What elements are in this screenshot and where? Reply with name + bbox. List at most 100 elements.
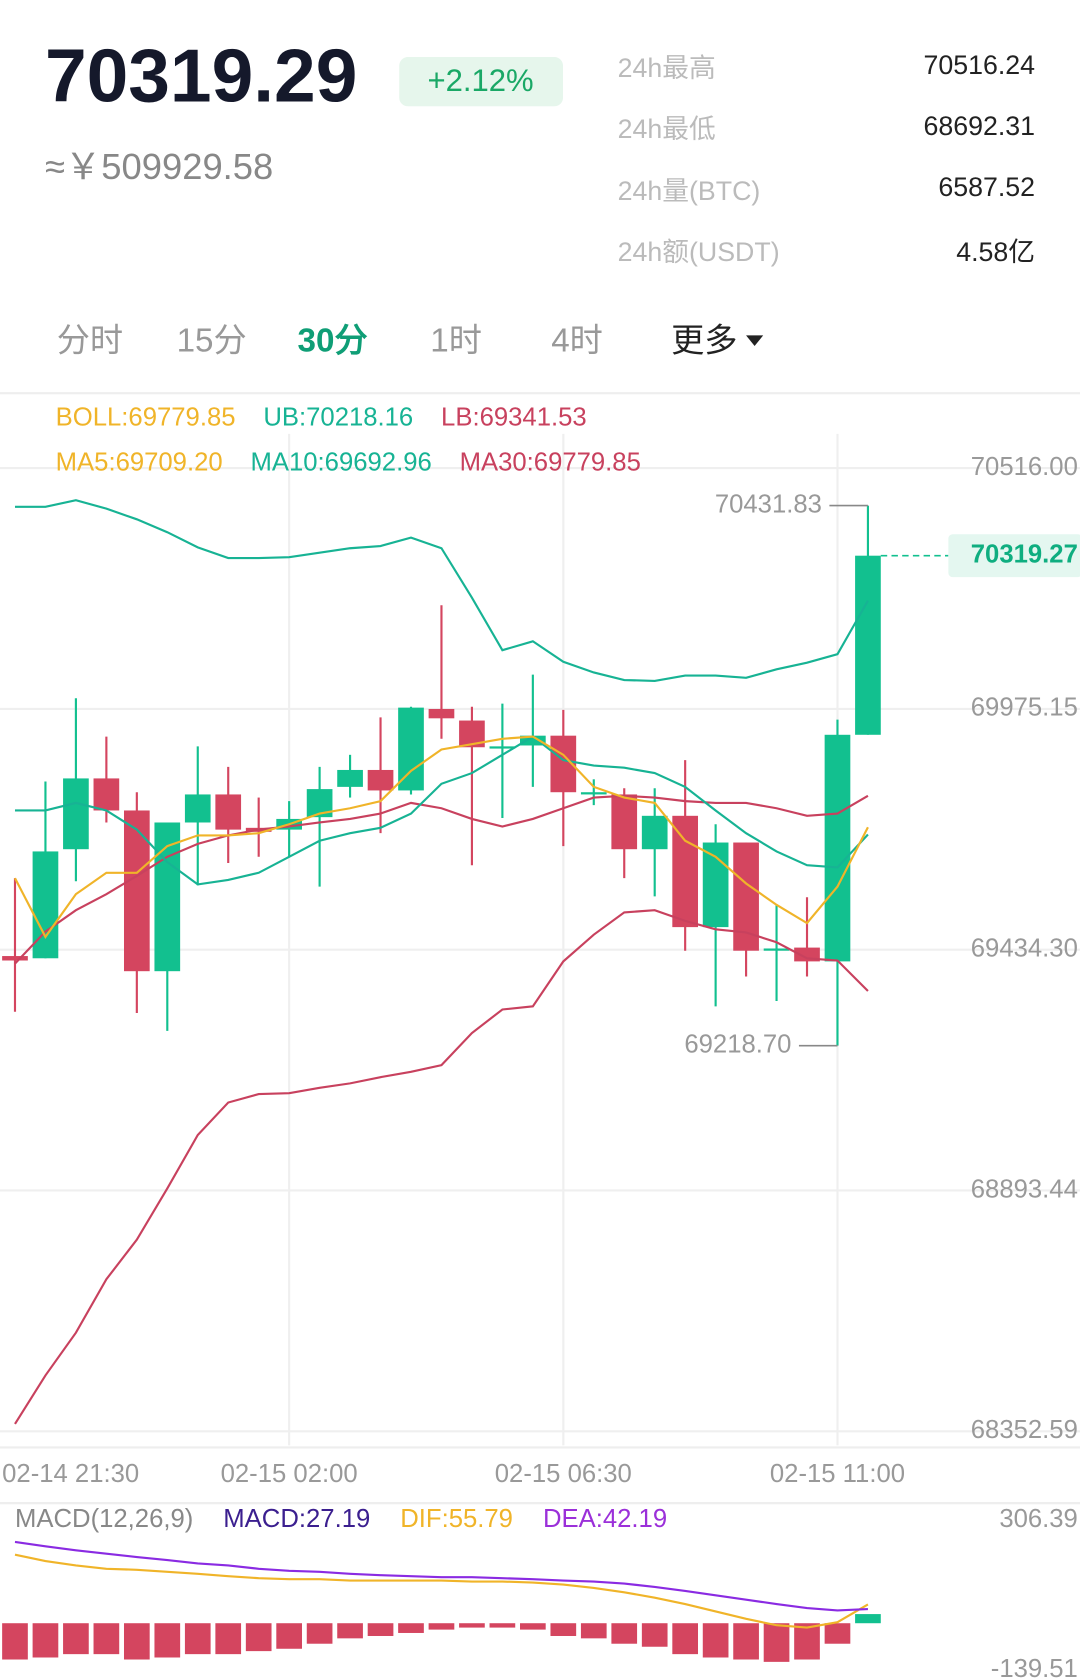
macd-bar <box>184 1623 211 1655</box>
macd-bar <box>611 1623 638 1644</box>
indicator-line <box>14 499 869 682</box>
x-tick-label: 02-14 21:30 <box>2 1460 139 1488</box>
candle-body <box>123 810 150 972</box>
macd-line <box>14 1553 869 1629</box>
candle-body <box>93 778 120 811</box>
dropdown-arrow[interactable] <box>746 335 764 347</box>
y-tick-label: 68893.44 <box>971 1175 1078 1203</box>
legend-entry: MA30:69779.85 <box>460 449 641 477</box>
macd-bar <box>702 1623 729 1658</box>
last-price-label: 70319.27 <box>971 540 1078 568</box>
candle-body <box>580 792 607 795</box>
macd-bar <box>306 1623 333 1644</box>
legend-entry: LB:69341.53 <box>441 404 587 432</box>
macd-bar <box>154 1623 181 1658</box>
macd-bar <box>489 1623 516 1628</box>
last-price-box <box>948 534 1080 578</box>
macd-bar <box>63 1623 89 1655</box>
candle-body <box>641 815 668 850</box>
tab[interactable]: 4时 <box>551 323 603 360</box>
macd-bar <box>32 1623 59 1658</box>
y-tick-label: 70516.00 <box>971 453 1078 481</box>
macd-bar <box>123 1623 150 1660</box>
stat-label: 24h最高 <box>618 53 716 83</box>
indicator-line <box>14 794 869 965</box>
stat-value: 70516.24 <box>923 50 1035 80</box>
macd-bar <box>855 1614 881 1624</box>
macd-bar <box>276 1623 302 1649</box>
indicator-line <box>14 735 869 939</box>
legend-entry: MA10:69692.96 <box>250 449 431 477</box>
high-annotation: 70431.83 <box>715 490 822 518</box>
candle-body <box>184 794 211 823</box>
macd-legend: MACD(12,26,9) <box>15 1505 193 1533</box>
candle-body <box>489 746 516 749</box>
stat-label: 24h最低 <box>618 114 716 144</box>
macd-bar <box>641 1623 668 1647</box>
candle-body <box>672 815 699 928</box>
macd-bar <box>550 1623 577 1636</box>
stat-label: 24h额(USDT) <box>618 237 780 267</box>
stat-value: 68692.31 <box>923 111 1035 141</box>
macd-bar <box>245 1623 272 1652</box>
tab[interactable]: 分时 <box>57 323 123 360</box>
macd-bar <box>763 1623 790 1662</box>
macd-bar <box>337 1623 363 1639</box>
stat-value: 4.58亿 <box>956 237 1035 267</box>
candle-body <box>520 735 546 746</box>
indicator-line <box>14 735 869 886</box>
macd-bar <box>672 1623 699 1655</box>
tab[interactable]: 1时 <box>430 323 482 360</box>
tab-bar: 分时 15分 30分 1时 4时 更多 <box>57 323 764 360</box>
candle-body <box>763 948 790 951</box>
candle-body <box>428 708 455 719</box>
candle-body <box>367 769 394 791</box>
macd-bar <box>2 1623 28 1660</box>
stat-label: 24h量(BTC) <box>618 176 761 206</box>
candle-body <box>398 707 424 791</box>
macd-bar <box>824 1623 851 1644</box>
price: 70319.29 <box>45 33 357 117</box>
macd-bar <box>520 1623 546 1630</box>
change-pill <box>399 57 564 107</box>
macd-legend: DEA:42.19 <box>543 1505 667 1533</box>
candle-body <box>2 956 28 961</box>
legend-entry: BOLL:69779.85 <box>56 404 236 432</box>
candle-body <box>611 794 638 850</box>
grid <box>0 433 1080 1446</box>
macd-legend: DIF:55.79 <box>400 1505 513 1533</box>
macd-bar <box>733 1623 759 1660</box>
y-tick-label: 69975.15 <box>971 694 1078 722</box>
y-tick-label: 68352.59 <box>971 1416 1078 1444</box>
macd-bar <box>93 1623 120 1655</box>
candle-body <box>337 769 363 787</box>
tab[interactable]: 更多 <box>671 323 737 360</box>
candle-body <box>855 555 881 735</box>
candle-body <box>824 734 851 962</box>
macd-legend: MACD:27.19 <box>223 1505 370 1533</box>
macd-bar <box>398 1623 424 1633</box>
macd-bar <box>794 1623 820 1660</box>
change: +2.12% <box>428 63 534 98</box>
candle-body <box>154 822 181 972</box>
tab[interactable]: 30分 <box>298 323 368 360</box>
macd-bar <box>428 1623 455 1630</box>
legend-entry: MA5:69709.20 <box>56 449 223 477</box>
stat-value: 6587.52 <box>938 172 1035 202</box>
cny-price: ≈￥509929.58 <box>45 146 273 187</box>
y-tick-label: 306.39 <box>999 1505 1078 1533</box>
y-tick-label: 69434.30 <box>971 934 1078 962</box>
x-tick-label: 02-15 06:30 <box>495 1460 632 1488</box>
tab[interactable]: 15分 <box>177 323 247 360</box>
candle-body <box>215 794 242 830</box>
low-annotation: 69218.70 <box>684 1030 791 1058</box>
macd-bar <box>367 1623 394 1636</box>
x-tick-label: 02-15 11:00 <box>770 1460 905 1488</box>
macd-bar <box>580 1623 607 1639</box>
legend-entry: UB:70218.16 <box>263 404 413 432</box>
x-tick-label: 02-15 02:00 <box>221 1460 358 1488</box>
macd-bar <box>215 1623 242 1655</box>
y-tick-label: -139.51 <box>991 1655 1078 1679</box>
